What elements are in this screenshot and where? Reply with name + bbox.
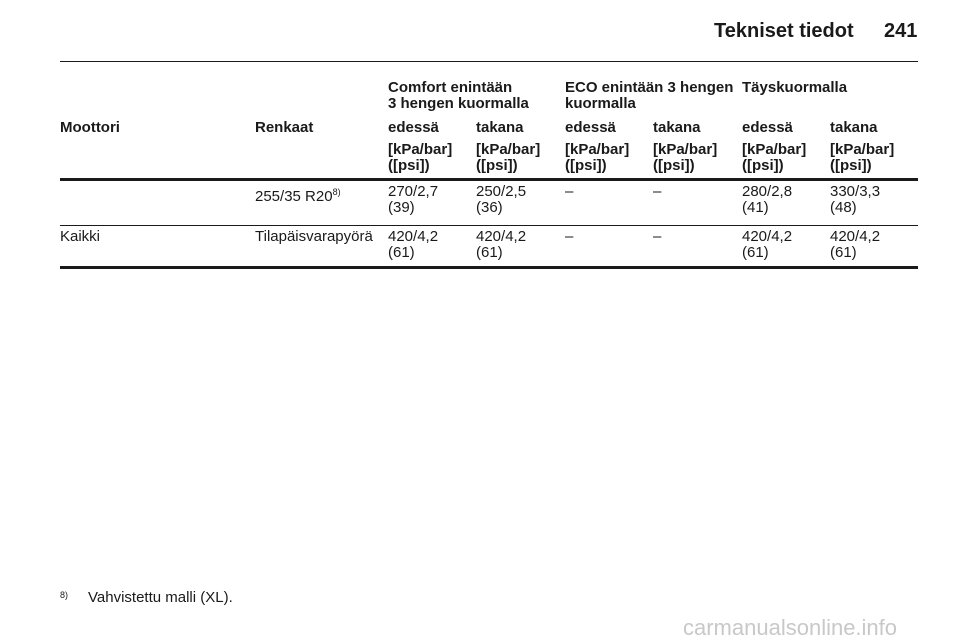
pressure-cell: 330/3,3 (48) xyxy=(830,183,881,216)
header-title: Tekniset tiedot xyxy=(714,20,854,42)
table-rule xyxy=(60,266,918,269)
column-header: Renkaat xyxy=(255,119,314,136)
pressure-cell: 270/2,7 (39) xyxy=(388,183,439,216)
footnote-marker: 8) xyxy=(60,590,69,600)
column-header: edessä xyxy=(565,119,616,136)
pressure-cell: – xyxy=(565,228,574,245)
unit-header: [kPa/bar] ([psi]) xyxy=(742,141,807,174)
tire-cell: 255/35 R208) xyxy=(255,184,341,205)
tire-note: 8) xyxy=(332,187,341,197)
page-number: 241 xyxy=(884,20,918,42)
pressure-cell: 420/4,2 (61) xyxy=(476,228,527,261)
watermark: carmanualsonline.info xyxy=(683,615,898,640)
pressure-cell: – xyxy=(565,183,574,200)
footnote-text: Vahvistettu malli (XL). xyxy=(88,589,233,606)
pressure-cell: 250/2,5 (36) xyxy=(476,183,527,216)
column-header: Moottori xyxy=(60,119,120,136)
group-header: Täyskuormalla xyxy=(742,79,848,96)
column-header: edessä xyxy=(388,119,439,136)
header-rule xyxy=(60,61,918,62)
group-header: ECO enintään 3 hengen kuormalla xyxy=(565,79,734,112)
pressure-cell: 420/4,2 (61) xyxy=(742,228,793,261)
table-rule xyxy=(60,178,918,181)
unit-header: [kPa/bar] ([psi]) xyxy=(565,141,630,174)
unit-header: [kPa/bar] ([psi]) xyxy=(653,141,718,174)
pressure-cell: 280/2,8 (41) xyxy=(742,183,793,216)
pressure-cell: 420/4,2 (61) xyxy=(388,228,439,261)
column-header: takana xyxy=(476,119,524,136)
column-header: takana xyxy=(653,119,701,136)
pressure-cell: – xyxy=(653,183,662,200)
unit-header: [kPa/bar] ([psi]) xyxy=(476,141,541,174)
group-header: Comfort enintään 3 hengen kuormalla xyxy=(388,79,529,112)
engine-cell: Kaikki xyxy=(60,228,101,245)
column-header: takana xyxy=(830,119,878,136)
tire-cell: Tilapäisvarapyörä xyxy=(255,228,373,245)
unit-header: [kPa/bar] ([psi]) xyxy=(388,141,453,174)
pressure-cell: – xyxy=(653,228,662,245)
unit-header: [kPa/bar] ([psi]) xyxy=(830,141,895,174)
row-rule xyxy=(60,225,918,226)
tire-text: 255/35 R20 xyxy=(255,188,333,205)
column-header: edessä xyxy=(742,119,793,136)
pressure-cell: 420/4,2 (61) xyxy=(830,228,881,261)
